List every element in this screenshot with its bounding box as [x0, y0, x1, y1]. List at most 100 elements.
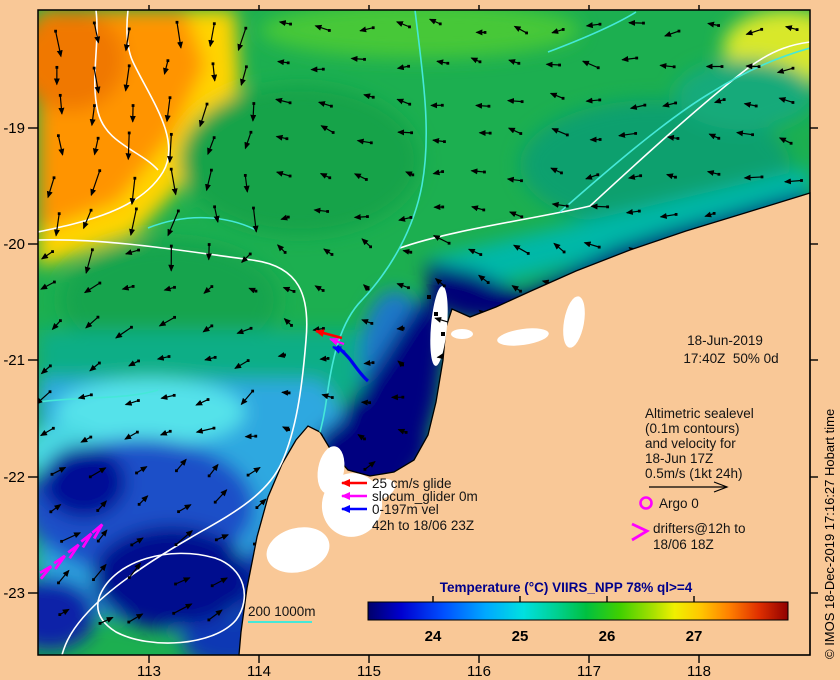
- velocity-vector: [40, 427, 54, 437]
- velocity-vector-base: [712, 212, 716, 215]
- svg-text:25 cm/s glide: 25 cm/s glide: [372, 476, 452, 491]
- velocity-vector-base: [286, 215, 290, 219]
- velocity-vector: [396, 64, 409, 71]
- velocity-vector: [40, 365, 51, 375]
- velocity-vector-base: [254, 289, 258, 293]
- velocity-vector-base: [127, 576, 131, 580]
- velocity-vector: [735, 130, 753, 137]
- velocity-vector: [244, 132, 252, 150]
- velocity-vector: [778, 137, 792, 144]
- velocity-vector-base: [370, 321, 374, 325]
- velocity-vector-base: [674, 175, 677, 179]
- velocity-vector: [170, 169, 178, 196]
- velocity-vector-base: [326, 357, 330, 360]
- velocity-vector-base: [283, 251, 287, 254]
- velocity-vector: [396, 282, 409, 289]
- velocity-vector-base: [135, 430, 139, 434]
- velocity-vector: [317, 101, 332, 107]
- svg-text:18-Jun 17Z: 18-Jun 17Z: [645, 451, 713, 466]
- velocity-vector-base: [212, 22, 216, 26]
- velocity-vector-base: [98, 621, 102, 625]
- svg-text:drifters@12h to: drifters@12h to: [653, 521, 746, 536]
- drifter-legend: drifters@12h to 18/06 18Z: [631, 521, 746, 552]
- velocity-vector: [163, 60, 169, 75]
- velocity-vector: [432, 137, 445, 144]
- velocity-vector: [662, 101, 676, 108]
- velocity-vector-base: [174, 582, 177, 586]
- velocity-vector-base: [404, 431, 408, 434]
- velocity-vector-base: [175, 469, 178, 473]
- velocity-vector: [131, 537, 144, 546]
- velocity-vector: [549, 92, 564, 99]
- velocity-vector: [83, 209, 92, 230]
- velocity-vector-base: [55, 65, 59, 69]
- velocity-vector: [550, 167, 562, 174]
- velocity-vector: [277, 59, 289, 66]
- velocity-vector: [61, 532, 82, 542]
- velocity-vector: [99, 616, 114, 624]
- velocity-vector-base: [561, 96, 565, 100]
- velocity-vector-base: [97, 361, 101, 365]
- velocity-vector-base: [440, 103, 444, 107]
- velocity-vector: [240, 390, 254, 406]
- velocity-vector-base: [760, 175, 764, 179]
- velocity-vector: [618, 131, 636, 138]
- velocity-vector-base: [60, 539, 64, 543]
- velocity-vector-base: [137, 399, 140, 402]
- velocity-vector-base: [676, 137, 680, 140]
- velocity-vector: [46, 177, 55, 199]
- velocity-vector-base: [791, 101, 795, 104]
- velocity-vector: [124, 249, 139, 256]
- velocity-vector-base: [255, 506, 259, 509]
- velocity-vector-base: [639, 174, 643, 178]
- colorbar-gradient: [367, 601, 789, 621]
- velocity-vector-base: [48, 364, 52, 368]
- velocity-vector-base: [596, 173, 600, 177]
- velocity-vector: [208, 23, 215, 48]
- velocity-vector: [664, 30, 680, 37]
- velocity-vector-base: [51, 250, 54, 254]
- velocity-vector-base: [137, 248, 140, 252]
- velocity-vector: [202, 325, 213, 333]
- velocity-vector-base: [249, 326, 253, 330]
- velocity-vector-base: [98, 169, 102, 173]
- velocity-vector: [214, 489, 228, 503]
- velocity-vector: [163, 285, 175, 292]
- velocity-vector-base: [321, 289, 325, 292]
- velocity-vector-base: [525, 31, 528, 35]
- velocity-vector: [124, 399, 139, 406]
- velocity-vector-base: [89, 393, 93, 397]
- velocity-vector-base: [401, 395, 405, 399]
- velocity-vector: [282, 286, 295, 293]
- colorbar-ticks: 24 25 26 27: [425, 596, 702, 645]
- velocity-vector-base: [411, 173, 415, 177]
- latitude-label: -23: [3, 585, 25, 602]
- velocity-vector-base: [253, 542, 256, 546]
- velocity-vector-base: [409, 250, 413, 254]
- velocity-vector-base: [565, 133, 569, 137]
- velocity-vector-base: [330, 253, 334, 256]
- velocity-vector: [198, 103, 208, 128]
- velocity-vector-base: [519, 132, 523, 135]
- velocity-vector: [195, 399, 209, 406]
- velocity-vector: [506, 98, 523, 105]
- velocity-vector-base: [410, 131, 414, 135]
- velocity-vector: [175, 458, 187, 472]
- credit-timestamp: © IMOS 18-Dec-2019 17:16:27 Hobart time: [822, 409, 837, 659]
- velocity-vector: [51, 320, 61, 331]
- velocity-vector-base: [56, 134, 60, 138]
- velocity-vector: [128, 613, 144, 623]
- velocity-vector: [659, 63, 675, 70]
- velocity-vector: [236, 327, 252, 335]
- velocity-vector-base: [408, 25, 411, 29]
- velocity-vector-base: [286, 61, 290, 65]
- velocity-vector-base: [562, 250, 566, 254]
- velocity-vector-base: [597, 245, 601, 249]
- velocity-vector: [363, 93, 374, 100]
- velocity-vector-base: [760, 27, 764, 31]
- velocity-vector: [89, 467, 107, 478]
- velocity-vector: [320, 125, 334, 134]
- velocity-vector: [470, 168, 485, 175]
- velocity-vector-base: [479, 253, 483, 256]
- longitude-label: 116: [467, 663, 491, 680]
